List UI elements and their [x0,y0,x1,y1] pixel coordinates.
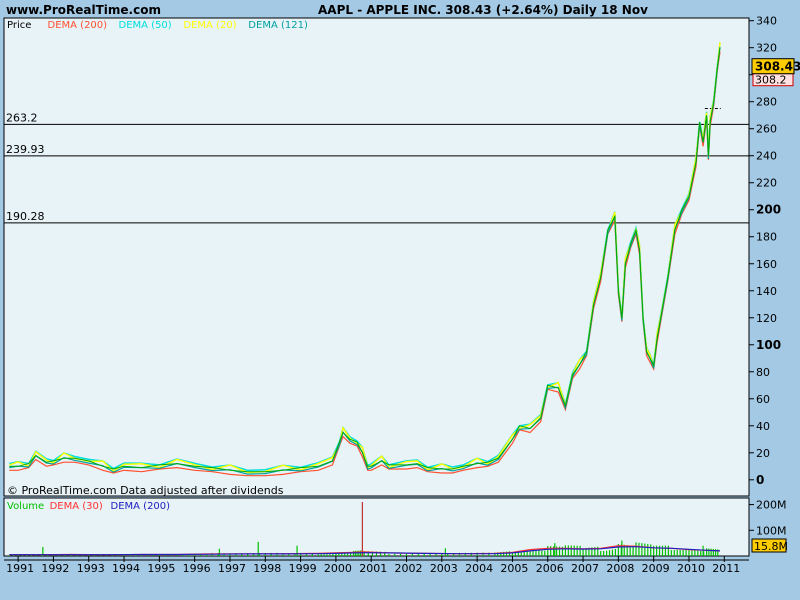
x-tick-label-7: 1998 [253,562,281,575]
price-legend-0: Price [7,20,31,31]
x-tick-label-3: 1994 [112,562,140,575]
level-label-0: 263.2 [6,111,38,124]
price-ytick-label-12: 100 [756,338,781,352]
price-ytick-label-10: 140 [756,285,777,298]
x-tick-label-1: 1992 [41,562,69,575]
price-ytick-label-4: 260 [756,123,777,136]
last-price-badge [751,58,795,75]
vol-dema200-line [9,546,721,556]
price-ytick-label-0: 340 [756,15,777,28]
x-tick-label-13: 2004 [465,562,493,575]
price-ytick-label-17: 0 [756,473,764,487]
x-tick-label-16: 2007 [571,562,599,575]
price-legend-3: DEMA (20) [183,20,236,31]
prev-price-label: 308.2 [755,74,787,87]
price-ytick-label-11: 120 [756,312,777,325]
price-ytick-label-9: 160 [756,258,777,271]
price-legend-4: DEMA (121) [248,20,308,31]
x-tick-label-12: 2003 [430,562,458,575]
chart-title: AAPL - APPLE INC. 308.43 (+2.64%) Daily … [318,3,648,17]
level-label-2: 190.28 [6,210,45,223]
price-ytick-label-7: 200 [756,203,781,217]
price-ytick-label-13: 80 [756,366,770,379]
price-panel [3,17,750,497]
vol-ytick-label-0: 200M [756,499,787,512]
x-tick-label-9: 2000 [324,562,352,575]
last-volume-label: 15.8M [754,540,788,553]
x-tick-label-6: 1997 [218,562,246,575]
price-ytick-label-16: 20 [756,447,770,460]
level-label-1: 239.93 [6,143,45,156]
volume-legend-2: DEMA (200) [111,501,171,512]
x-tick-label-20: 2011 [712,562,740,575]
x-tick-label-2: 1993 [77,562,105,575]
price-ytick-label-3: 280 [756,96,777,109]
price-ytick-label-1: 320 [756,42,777,55]
x-tick-label-19: 2010 [677,562,705,575]
footnote: © ProRealTime.com Data adjusted after di… [7,484,284,497]
volume-legend-1: DEMA (30) [50,501,103,512]
x-tick-label-5: 1996 [183,562,211,575]
site-label: www.ProRealTime.com [6,3,161,17]
price-ytick-label-14: 60 [756,393,770,406]
x-tick-label-18: 2009 [642,562,670,575]
price-legend-1: DEMA (200) [48,20,108,31]
x-tick-label-14: 2005 [500,562,528,575]
price-ytick-label-5: 240 [756,150,777,163]
price-legend-2: DEMA (50) [119,20,172,31]
last-price-label: 308.43 [755,60,800,74]
x-tick-label-10: 2001 [359,562,387,575]
price-ytick-label-6: 220 [756,177,777,190]
volume-legend-0: Volume [7,501,44,512]
price-ytick-label-15: 40 [756,420,770,433]
x-tick-label-4: 1995 [147,562,175,575]
x-tick-label-17: 2008 [606,562,634,575]
vol-ytick-label-1: 100M [756,524,787,537]
last-volume-badge [751,538,787,553]
x-tick-label-0: 1991 [6,562,34,575]
x-tick-label-8: 1999 [289,562,317,575]
price-line [9,47,721,473]
price-ytick-label-8: 180 [756,231,777,244]
x-tick-label-11: 2002 [395,562,423,575]
x-tick-label-15: 2006 [536,562,564,575]
